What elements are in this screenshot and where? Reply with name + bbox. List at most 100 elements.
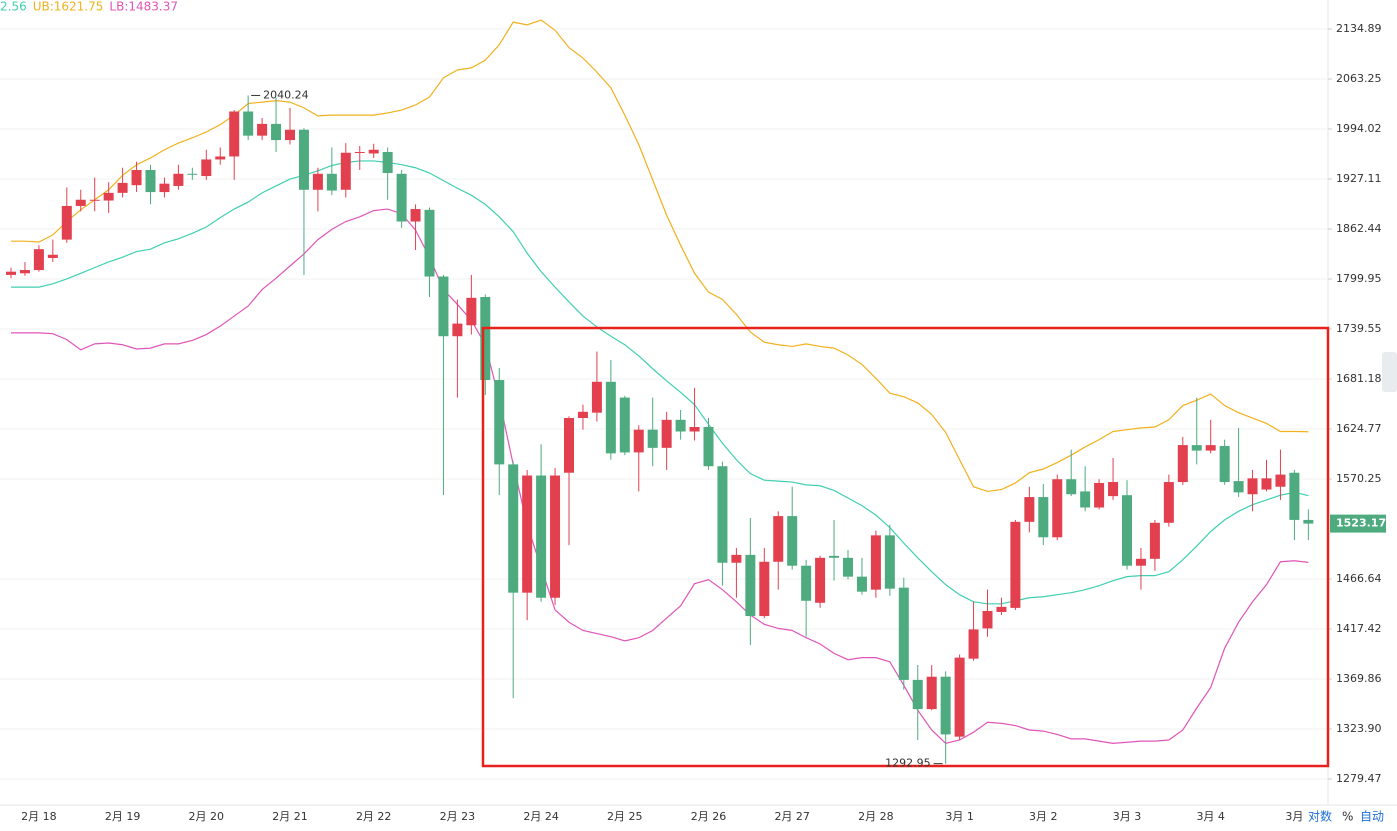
candle-body (494, 380, 505, 465)
candle-body (438, 276, 449, 337)
x-tick-label: 2月 22 (356, 810, 392, 823)
candle-body (1163, 482, 1174, 523)
candle-body (1066, 479, 1077, 495)
candle-body (1177, 445, 1188, 483)
candle-body (815, 557, 826, 603)
candle-body (982, 610, 993, 629)
candle-body (1205, 445, 1216, 451)
candle-body (215, 156, 226, 160)
candle-body (1038, 497, 1049, 538)
candle-body (898, 587, 909, 680)
candle-body (131, 170, 142, 186)
candle-body (829, 555, 840, 558)
candle-body (1219, 446, 1230, 483)
candle-body (1261, 478, 1272, 490)
candle-body (1052, 479, 1063, 538)
candle-body (605, 381, 616, 454)
auto-toggle[interactable]: 自动 (1360, 810, 1384, 824)
candle-body (33, 249, 44, 271)
candles-layer (6, 95, 1314, 764)
candle-body (103, 192, 114, 201)
candle-body (703, 426, 714, 467)
legend-label: LB:1483.37 (109, 0, 178, 14)
percent-toggle[interactable]: % (1342, 810, 1353, 824)
candle-body (661, 419, 672, 448)
y-tick-label: 2134.89 (1336, 22, 1382, 35)
candle-body (1135, 558, 1146, 566)
candle-body (968, 629, 979, 659)
candle-body (801, 565, 812, 601)
candle-body (452, 323, 463, 337)
legend-label: UB:1621.75 (33, 0, 104, 14)
candle-body (173, 173, 184, 186)
candle-body (745, 554, 756, 617)
x-tick-label: 2月 20 (189, 810, 225, 823)
max-label: 2040.24 (263, 88, 309, 101)
candle-body (787, 516, 798, 566)
candle-body (1303, 519, 1314, 524)
x-tick-label: 2月 19 (105, 810, 141, 823)
candle-body (1010, 521, 1021, 608)
y-tick-label: 2063.25 (1336, 72, 1382, 85)
x-tick-label: 3月 1 (945, 810, 974, 823)
candle-body (773, 516, 784, 562)
candle-body (480, 296, 491, 381)
candle-body (1191, 445, 1202, 451)
candle-body (75, 199, 86, 206)
candle-body (424, 209, 435, 277)
candle-body (410, 209, 421, 222)
x-tick-label: 2月 27 (774, 810, 810, 823)
y-tick-label: 1862.44 (1336, 222, 1382, 235)
candle-body (577, 411, 588, 419)
candle-body (870, 535, 881, 590)
price-tag (1330, 514, 1386, 533)
y-tick-label: 1279.47 (1336, 772, 1382, 785)
y-tick-label: 1681.18 (1336, 372, 1382, 385)
candle-body (145, 170, 156, 193)
candle-body (340, 152, 351, 190)
candle-body (996, 606, 1007, 612)
scroll-handle[interactable] (1382, 352, 1397, 392)
y-tick-label: 1927.11 (1336, 172, 1382, 185)
candle-body (522, 475, 533, 593)
x-tick-label: 2月 28 (858, 810, 894, 823)
x-tick-label: 3月 3 (1113, 810, 1142, 823)
candle-body (856, 576, 867, 592)
x-tick-label: 2月 26 (691, 810, 727, 823)
candle-body (6, 271, 16, 275)
candle-body (466, 297, 477, 326)
candle-body (117, 182, 128, 193)
min-label: 1292.95 (885, 757, 931, 770)
candle-body (633, 429, 644, 453)
x-tick-label: 3月 (1285, 810, 1303, 823)
band-line (11, 19, 1309, 493)
candle-body (843, 557, 853, 577)
candle-body (201, 159, 212, 177)
candle-body (368, 149, 379, 154)
candle-body (731, 554, 742, 563)
candle-body (536, 475, 547, 598)
x-tick-label: 2月 25 (607, 810, 643, 823)
candle-body (926, 676, 937, 710)
candle-body (1080, 491, 1091, 508)
candle-body (298, 129, 309, 190)
y-tick-label: 1570.25 (1336, 472, 1382, 485)
log-toggle[interactable]: 对数 (1308, 809, 1332, 824)
y-tick-label: 1369.86 (1336, 672, 1382, 685)
x-tick-label: 2月 21 (272, 810, 308, 823)
x-tick-label: 3月 4 (1196, 810, 1225, 823)
candle-body (884, 535, 895, 589)
y-tick-label: 1994.02 (1336, 122, 1382, 135)
candle-body (1275, 474, 1286, 487)
bands-layer (11, 19, 1309, 744)
candle-body (619, 397, 630, 453)
candle-body (1108, 482, 1119, 497)
candle-body (564, 418, 574, 473)
candle-body (285, 129, 295, 141)
candle-body (229, 111, 240, 157)
candle-body (312, 173, 323, 190)
y-tick-label: 1323.90 (1336, 722, 1382, 735)
candle-body (1247, 478, 1258, 495)
